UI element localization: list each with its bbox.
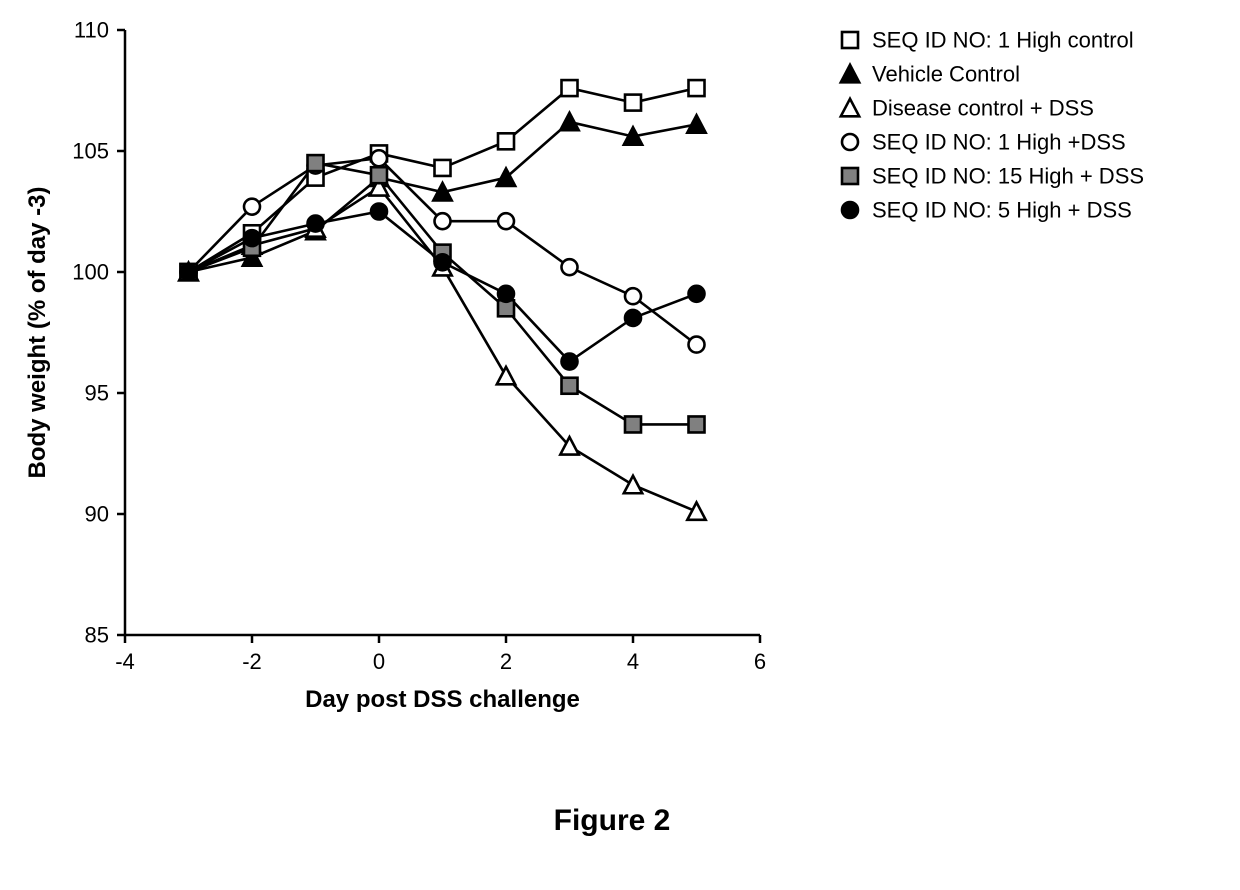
series-lines [189, 88, 697, 512]
legend-row-seq5high_dss: SEQ ID NO: 5 High + DSS [842, 198, 1132, 223]
series-markers [179, 80, 705, 520]
legend-label: Vehicle Control [872, 62, 1020, 87]
legend-row-disease_control_dss: Disease control + DSS [841, 96, 1094, 121]
series-line-seq5high_dss [189, 212, 697, 362]
legend-row-seq1high_dss: SEQ ID NO: 1 High +DSS [842, 130, 1126, 155]
x-axis-label: Day post DSS challenge [305, 686, 580, 713]
x-tick-label: 2 [500, 649, 512, 674]
legend-label: SEQ ID NO: 15 High + DSS [872, 164, 1144, 189]
body-weight-chart: -4 -2 0 2 4 6 85 90 95 100 105 110 Day post DSS ch… [0, 0, 1240, 890]
legend: SEQ ID NO: 1 High control Vehicle Control… [841, 28, 1144, 223]
x-tick-label: -4 [115, 649, 135, 674]
y-tick-label: 100 [72, 260, 109, 285]
legend-label: SEQ ID NO: 1 High +DSS [872, 130, 1126, 155]
axes [125, 30, 760, 635]
y-axis-label: Body weight (% of day -3) [24, 186, 51, 478]
figure-title: Figure 2 [554, 804, 671, 837]
legend-label: Disease control + DSS [872, 96, 1094, 121]
y-tick-label: 110 [74, 18, 109, 43]
legend-label: SEQ ID NO: 5 High + DSS [872, 198, 1132, 223]
legend-row-vehicle_control: Vehicle Control [841, 62, 1020, 87]
legend-row-seq15high_dss: SEQ ID NO: 15 High + DSS [842, 164, 1144, 189]
x-tick-label: 0 [373, 649, 385, 674]
y-tick-label: 105 [72, 139, 109, 164]
x-tick-label: -2 [242, 649, 262, 674]
x-tick-label: 4 [627, 649, 639, 674]
series-line-seq15high_dss [189, 163, 697, 424]
y-tick-label: 85 [85, 623, 109, 648]
legend-row-seq1high_control: SEQ ID NO: 1 High control [842, 28, 1134, 53]
x-tick-label: 6 [754, 649, 766, 674]
legend-label: SEQ ID NO: 1 High control [872, 28, 1134, 53]
x-axis-ticks: -4 -2 0 2 4 6 [115, 635, 766, 674]
y-axis-ticks: 85 90 95 100 105 110 [72, 18, 125, 648]
y-tick-label: 95 [85, 381, 109, 406]
y-tick-label: 90 [85, 502, 109, 527]
